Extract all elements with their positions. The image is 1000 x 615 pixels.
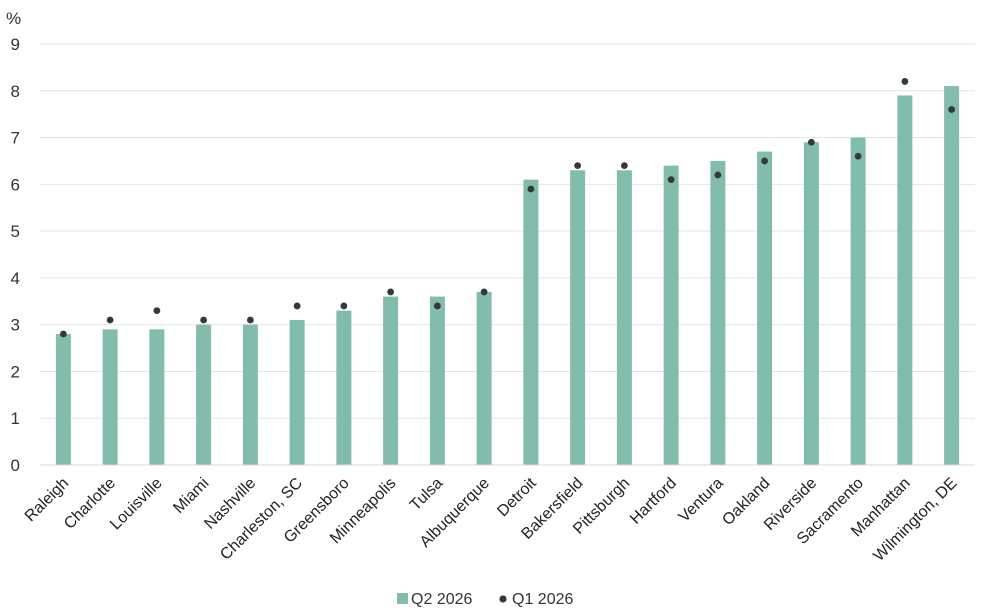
x-tick-label: Wilmington, DE (870, 475, 960, 565)
dot-14 (714, 171, 722, 179)
y-tick-label: 5 (11, 222, 20, 241)
x-tick-label: Ventura (676, 475, 727, 526)
bar-5 (289, 319, 305, 465)
bar-11 (570, 170, 586, 466)
dot-series-q1-2026 (59, 78, 956, 338)
legend: Q2 2026 Q1 2026 (397, 591, 573, 608)
dot-17 (854, 152, 862, 160)
bar-14 (710, 160, 726, 465)
dot-12 (620, 162, 628, 170)
dot-1 (106, 316, 114, 324)
y-axis: % 0 1 2 3 4 5 6 7 8 9 (6, 9, 21, 475)
y-tick-label: 1 (11, 409, 20, 428)
x-tick-label: Hartford (627, 475, 680, 528)
bar-18 (897, 95, 913, 465)
dot-0 (59, 330, 67, 338)
dot-16 (807, 138, 815, 146)
dot-15 (761, 157, 769, 165)
dot-13 (667, 176, 675, 184)
y-tick-label: 9 (11, 35, 20, 54)
bar-0 (55, 334, 71, 465)
y-axis-unit-label: % (6, 9, 21, 28)
dot-7 (387, 288, 395, 296)
x-tick-label: Tulsa (407, 475, 446, 514)
bar-13 (663, 165, 679, 465)
bar-4 (242, 324, 258, 465)
dot-3 (200, 316, 208, 324)
bar-16 (803, 142, 819, 465)
bar-17 (850, 137, 866, 466)
dot-8 (433, 302, 441, 310)
bar-19 (944, 86, 960, 465)
dot-2 (153, 307, 161, 315)
bar-10 (523, 179, 539, 465)
bar-2 (149, 329, 165, 465)
y-tick-label: 4 (11, 269, 20, 288)
legend-label-q1-2026: Q1 2026 (512, 591, 573, 608)
x-tick-label: Louisville (107, 475, 166, 534)
bar-3 (196, 324, 212, 465)
bar-6 (336, 310, 352, 465)
bar-8 (429, 296, 445, 465)
bar-series-q2-2026 (55, 86, 960, 466)
bar-12 (616, 170, 632, 466)
dot-6 (340, 302, 348, 310)
bar-7 (383, 296, 399, 465)
x-tick-label: Charleston, SC (217, 475, 306, 564)
y-tick-label: 3 (11, 316, 20, 335)
x-tick-label: Detroit (494, 474, 540, 520)
gridlines (40, 43, 975, 419)
legend-swatch-q2-2026 (397, 593, 408, 604)
y-tick-label: 8 (11, 82, 20, 101)
y-tick-label: 2 (11, 362, 20, 381)
dot-18 (901, 78, 909, 85)
y-tick-label: 7 (11, 129, 20, 148)
dot-5 (293, 302, 301, 310)
y-tick-label: 6 (11, 175, 20, 194)
x-tick-label: Miami (170, 475, 212, 517)
bar-1 (102, 329, 118, 465)
dot-19 (948, 106, 956, 113)
dot-10 (527, 185, 535, 193)
y-tick-label: 0 (11, 456, 20, 475)
legend-swatch-q1-2026 (499, 595, 507, 603)
dot-11 (574, 162, 582, 170)
dot-9 (480, 288, 488, 296)
bar-9 (476, 291, 492, 465)
legend-label-q2-2026: Q2 2026 (411, 591, 472, 608)
dot-4 (246, 316, 254, 324)
bar-15 (757, 151, 773, 466)
